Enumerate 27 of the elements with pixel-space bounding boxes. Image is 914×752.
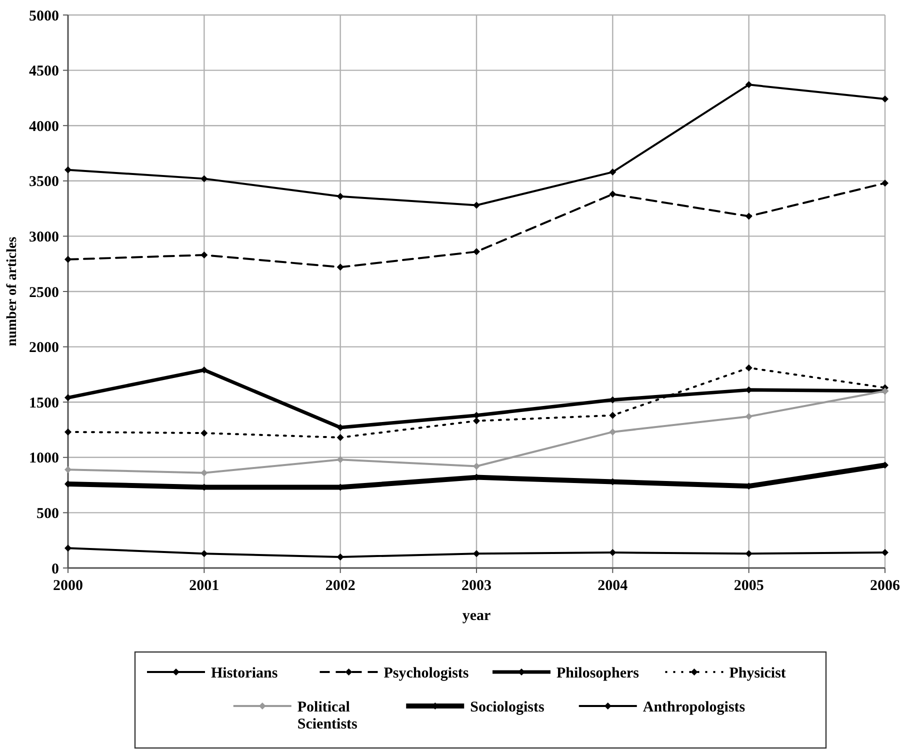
legend-label: Historians bbox=[211, 665, 278, 682]
x-tick-label: 2002 bbox=[325, 578, 356, 594]
y-tick-label: 1000 bbox=[29, 450, 59, 467]
y-tick-label: 500 bbox=[36, 506, 59, 522]
y-tick-label: 5000 bbox=[29, 8, 59, 24]
y-tick-label: 2000 bbox=[29, 340, 59, 356]
x-tick-label: 2004 bbox=[598, 578, 628, 594]
legend-label: Sociologists bbox=[470, 699, 544, 716]
x-tick-label: 2000 bbox=[53, 578, 83, 594]
legend-label: Physicist bbox=[729, 665, 786, 682]
legend-label: Political Scientists bbox=[297, 699, 358, 732]
legend-label: Psychologists bbox=[384, 665, 469, 682]
x-tick-label: 2001 bbox=[189, 578, 220, 594]
y-tick-label: 3500 bbox=[29, 174, 59, 190]
y-axis-title: number of articles bbox=[5, 236, 20, 346]
legend-label: Philosophers bbox=[556, 665, 640, 682]
y-tick-label: 0 bbox=[52, 561, 59, 578]
x-axis-title: year bbox=[462, 608, 491, 624]
x-tick-label: 2006 bbox=[870, 578, 900, 594]
y-tick-label: 3000 bbox=[29, 229, 59, 246]
y-tick-label: 2500 bbox=[29, 284, 59, 301]
x-tick-label: 2005 bbox=[734, 578, 764, 594]
legend-label: Anthropologists bbox=[642, 699, 746, 716]
x-tick-label: 2003 bbox=[462, 578, 492, 594]
y-tick-label: 4500 bbox=[29, 64, 59, 80]
y-tick-label: 4000 bbox=[29, 118, 59, 135]
y-tick-label: 1500 bbox=[29, 395, 59, 412]
